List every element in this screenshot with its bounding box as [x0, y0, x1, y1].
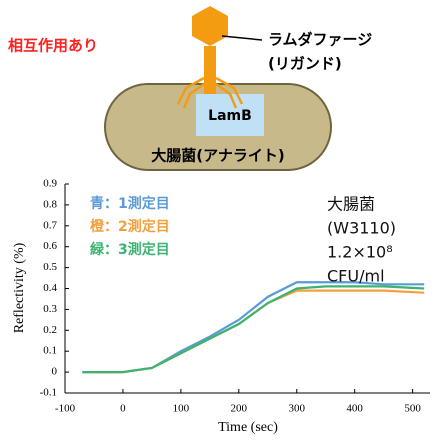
x-tick-label: 200: [231, 403, 248, 415]
y-tick-label: 0.7: [43, 219, 57, 231]
pointer-line: [222, 36, 262, 40]
receptor-label: LamB: [208, 108, 252, 124]
annotation: 大腸菌: [327, 195, 375, 214]
ligand-label: (リガンド): [268, 55, 342, 73]
y-tick-label: 0.6: [43, 240, 57, 252]
y-tick-label: 0.3: [43, 303, 57, 315]
ligand-label: ラムダファージ: [268, 31, 372, 49]
legend-entry: 青：1測定目: [90, 195, 170, 212]
series-line: [82, 286, 424, 372]
series-line: [82, 291, 424, 373]
y-tick-label: 0.5: [43, 261, 57, 273]
legend-entry: 緑：3測定目: [90, 241, 170, 258]
x-tick-label: 0: [120, 403, 126, 415]
y-tick-label: 0: [52, 366, 58, 378]
chart: Time (sec) Reflectivity (%) -0.1 0 0.1 0.2 0…: [12, 178, 430, 436]
series-line: [82, 282, 424, 372]
y-tick-label: 0.4: [43, 282, 57, 294]
phage-tail: [204, 46, 216, 94]
x-tick-label: 400: [346, 403, 363, 415]
annotation: (W3110): [327, 219, 396, 238]
annotation: 1.2×10⁸: [327, 243, 393, 262]
x-tick-label: -100: [55, 403, 76, 415]
legend-entry: 橙：2測定目: [90, 218, 170, 235]
y-tick-label: -0.1: [40, 387, 57, 399]
phage-head: [192, 6, 228, 46]
status-label: 相互作用あり: [8, 37, 98, 55]
y-tick-label: 0.9: [43, 178, 57, 190]
x-tick-label: 300: [288, 403, 305, 415]
diagram: 相互作用あり ラムダファージ (リガンド) LamB 大腸菌(アナライト): [8, 6, 372, 170]
analyte-label: 大腸菌(アナライト): [151, 147, 284, 165]
page: 相互作用あり ラムダファージ (リガンド) LamB 大腸菌(アナライト) Ti…: [0, 0, 439, 440]
x-axis-label: Time (sec): [218, 420, 278, 435]
annotation: CFU/ml: [327, 267, 385, 286]
y-tick-label: 0.8: [43, 198, 57, 210]
x-tick-label: 100: [173, 403, 190, 415]
y-axis-label: Reflectivity (%): [12, 242, 27, 333]
y-tick-label: 0.1: [43, 345, 57, 357]
y-tick-label: 0.2: [43, 324, 57, 336]
x-tick-label: 500: [404, 403, 421, 415]
